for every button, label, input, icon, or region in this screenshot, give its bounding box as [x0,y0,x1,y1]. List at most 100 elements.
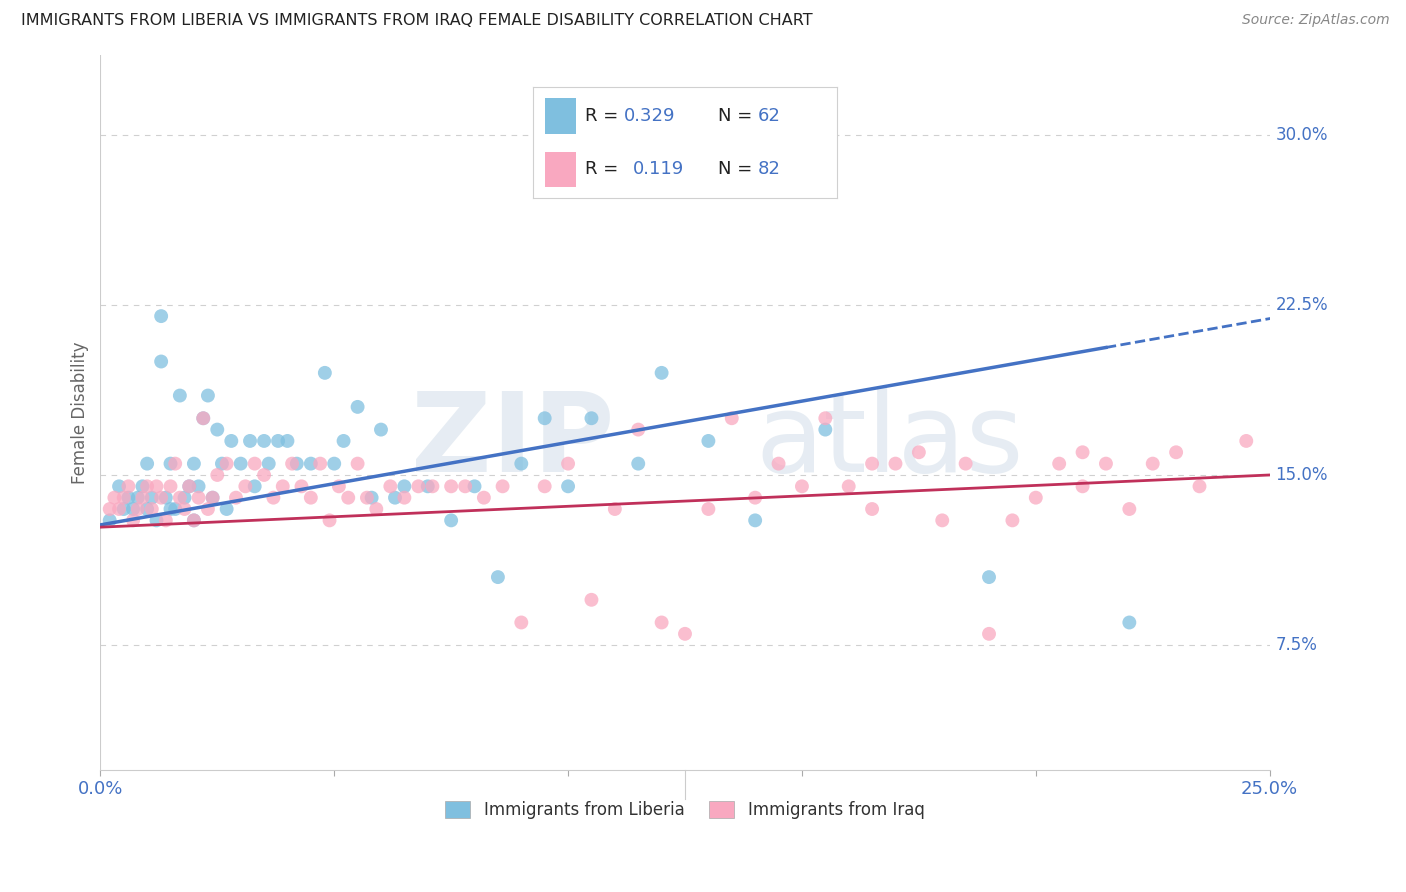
Point [173,491,195,505]
Point [221,434,243,448]
Point [394,479,416,493]
Point [977,570,1000,584]
Point [211,457,233,471]
Point [285,457,308,471]
Point [193,411,215,425]
Point [318,513,340,527]
Point [557,457,579,471]
Point [440,513,463,527]
Point [299,491,322,505]
Point [122,502,145,516]
Point [207,467,229,482]
Point [165,457,187,471]
Point [193,411,215,425]
Point [233,479,256,493]
Point [169,388,191,402]
Point [131,491,153,505]
Point [197,502,219,516]
Point [299,457,322,471]
Point [117,479,139,493]
Text: 15.0%: 15.0% [1275,466,1329,484]
Point [1001,513,1024,527]
Point [239,434,262,448]
Point [127,491,149,505]
Point [98,513,121,527]
Point [860,457,883,471]
Point [416,479,439,493]
Text: Source: ZipAtlas.com: Source: ZipAtlas.com [1241,13,1389,28]
Point [908,445,931,459]
Text: 22.5%: 22.5% [1275,296,1329,314]
Point [173,502,195,516]
Point [215,502,238,516]
Point [744,491,766,505]
Point [201,491,224,505]
Point [356,491,378,505]
Text: 7.5%: 7.5% [1275,636,1317,654]
Point [491,479,513,493]
Point [145,479,167,493]
Point [150,309,173,323]
Point [179,479,201,493]
Point [366,502,388,516]
Point [150,491,173,505]
Text: 30.0%: 30.0% [1275,126,1329,144]
Point [440,479,463,493]
Point [187,491,209,505]
Point [1188,479,1211,493]
Point [332,434,354,448]
Point [651,615,673,630]
Point [454,479,477,493]
Point [225,491,247,505]
Point [257,457,280,471]
Point [328,479,350,493]
Point [323,457,346,471]
Point [1118,615,1140,630]
Point [165,502,187,516]
Point [1047,457,1070,471]
Point [136,502,159,516]
Point [790,479,813,493]
Point [145,513,167,527]
Point [136,457,159,471]
Point [1071,445,1094,459]
Point [108,502,131,516]
Point [112,491,135,505]
Point [486,570,509,584]
Point [243,457,266,471]
Point [309,457,332,471]
Point [271,479,294,493]
Point [1234,434,1257,448]
Point [314,366,336,380]
Point [581,592,603,607]
Point [370,423,392,437]
Point [510,615,533,630]
Point [384,491,406,505]
Point [108,479,131,493]
Point [884,457,907,471]
Point [262,491,284,505]
Text: ZIP: ZIP [412,388,614,495]
Point [141,491,163,505]
Point [229,457,252,471]
Point [603,502,626,516]
Point [253,467,276,482]
Point [360,491,382,505]
Point [955,457,977,471]
Point [1142,457,1164,471]
Point [533,411,555,425]
Point [627,457,650,471]
Point [187,479,209,493]
Point [697,502,720,516]
Point [1071,479,1094,493]
Point [720,411,742,425]
Point [380,479,402,493]
Point [169,491,191,505]
Point [1025,491,1047,505]
Point [838,479,860,493]
Point [533,479,555,493]
Point [408,479,430,493]
Text: IMMIGRANTS FROM LIBERIA VS IMMIGRANTS FROM IRAQ FEMALE DISABILITY CORRELATION CH: IMMIGRANTS FROM LIBERIA VS IMMIGRANTS FR… [21,13,813,29]
Point [201,491,224,505]
Point [768,457,790,471]
